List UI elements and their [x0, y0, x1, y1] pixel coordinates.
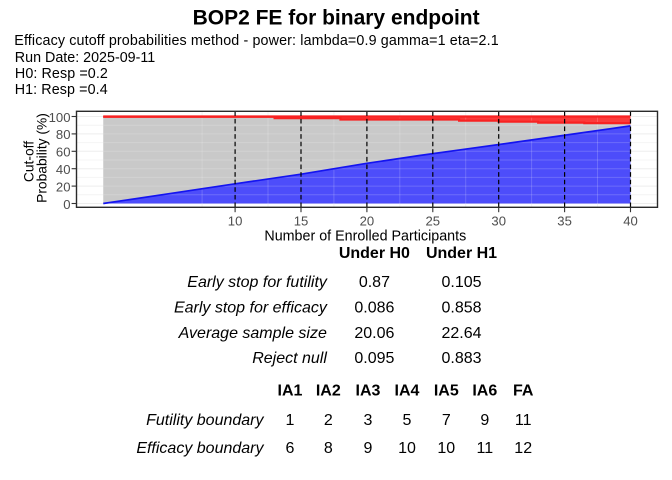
svg-text:0.105: 0.105 — [441, 274, 481, 291]
svg-text:Early stop for efficacy: Early stop for efficacy — [174, 300, 328, 317]
svg-text:20: 20 — [56, 179, 71, 194]
svg-text:1: 1 — [286, 412, 295, 429]
svg-text:Average sample size: Average sample size — [178, 325, 327, 342]
svg-text:6: 6 — [286, 440, 295, 457]
svg-text:Under H0: Under H0 — [339, 245, 410, 262]
svg-text:H1: Resp =0.4: H1: Resp =0.4 — [15, 82, 108, 98]
svg-text:H0: Resp =0.2: H0: Resp =0.2 — [15, 66, 108, 82]
svg-text:Reject null: Reject null — [252, 350, 327, 367]
svg-text:60: 60 — [56, 145, 71, 160]
svg-text:IA6: IA6 — [472, 383, 497, 400]
svg-text:40: 40 — [56, 162, 71, 177]
svg-text:Under H1: Under H1 — [426, 245, 497, 262]
svg-text:Number of Enrolled Participant: Number of Enrolled Participants — [264, 229, 466, 245]
svg-text:30: 30 — [491, 213, 506, 228]
svg-text:0: 0 — [63, 197, 70, 212]
svg-text:IA5: IA5 — [434, 383, 459, 400]
svg-text:40: 40 — [623, 213, 638, 228]
svg-text:Probability (%): Probability (%) — [34, 113, 49, 203]
svg-text:11: 11 — [476, 440, 493, 457]
svg-text:5: 5 — [403, 412, 412, 429]
svg-text:Efficacy cutoff probabilities: Efficacy cutoff probabilities method - p… — [14, 33, 498, 49]
svg-text:20: 20 — [360, 213, 375, 228]
svg-text:0.883: 0.883 — [441, 350, 481, 367]
svg-text:0.858: 0.858 — [441, 300, 481, 317]
svg-text:9: 9 — [364, 440, 373, 457]
svg-text:80: 80 — [56, 127, 71, 142]
svg-text:BOP2 FE for binary endpoint: BOP2 FE for binary endpoint — [193, 6, 480, 29]
svg-text:100: 100 — [49, 110, 71, 125]
svg-text:11: 11 — [515, 412, 532, 429]
svg-text:Run Date: 2025-09-11: Run Date: 2025-09-11 — [15, 50, 155, 66]
svg-text:IA2: IA2 — [316, 383, 341, 400]
svg-text:Cut-off: Cut-off — [22, 141, 37, 182]
svg-text:Futility boundary: Futility boundary — [146, 412, 264, 429]
svg-text:12: 12 — [514, 440, 532, 457]
svg-text:IA3: IA3 — [356, 383, 381, 400]
svg-text:IA1: IA1 — [278, 383, 303, 400]
svg-text:10: 10 — [437, 440, 455, 457]
svg-text:9: 9 — [480, 412, 489, 429]
svg-text:7: 7 — [442, 412, 451, 429]
svg-text:15: 15 — [294, 213, 309, 228]
svg-text:0.086: 0.086 — [354, 300, 394, 317]
svg-text:0.87: 0.87 — [359, 274, 390, 291]
svg-text:2: 2 — [324, 412, 333, 429]
svg-text:10: 10 — [228, 213, 243, 228]
svg-text:22.64: 22.64 — [441, 325, 481, 342]
svg-text:0.095: 0.095 — [354, 350, 394, 367]
svg-text:25: 25 — [426, 213, 441, 228]
svg-text:20.06: 20.06 — [354, 325, 394, 342]
svg-text:10: 10 — [398, 440, 416, 457]
svg-text:Early stop for futility: Early stop for futility — [187, 274, 328, 291]
svg-text:35: 35 — [557, 213, 572, 228]
svg-text:8: 8 — [324, 440, 333, 457]
svg-text:Efficacy boundary: Efficacy boundary — [136, 440, 264, 457]
svg-text:3: 3 — [364, 412, 373, 429]
svg-text:IA4: IA4 — [395, 383, 420, 400]
svg-text:FA: FA — [513, 383, 534, 400]
